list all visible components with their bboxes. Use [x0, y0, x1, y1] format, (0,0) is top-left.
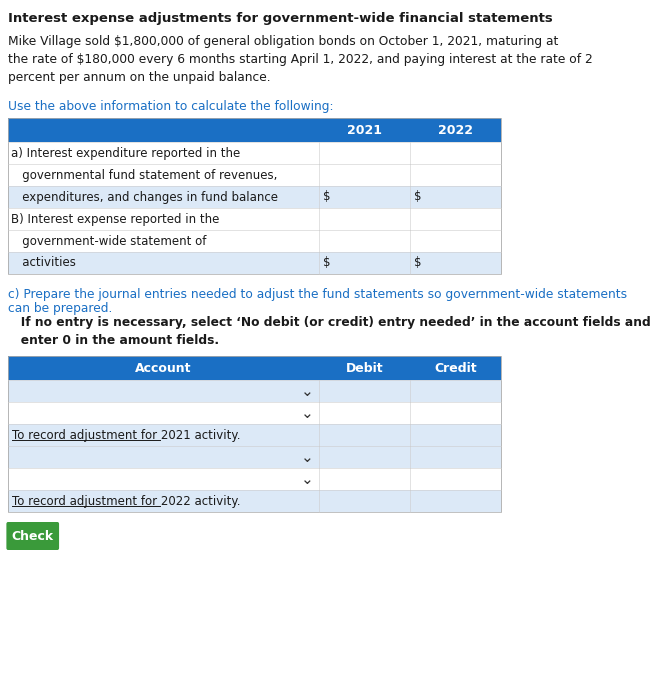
Text: $: $	[414, 191, 422, 204]
Text: governmental fund statement of revenues,: governmental fund statement of revenues,	[11, 168, 278, 181]
FancyBboxPatch shape	[8, 186, 501, 208]
Text: Check: Check	[12, 529, 54, 542]
FancyBboxPatch shape	[8, 468, 501, 490]
Text: To record adjustment for 2021 activity.: To record adjustment for 2021 activity.	[12, 428, 240, 441]
Text: ⌄: ⌄	[301, 384, 314, 399]
Text: B) Interest expense reported in the: B) Interest expense reported in the	[11, 213, 220, 226]
FancyBboxPatch shape	[8, 402, 501, 424]
FancyBboxPatch shape	[8, 424, 501, 446]
Text: $: $	[323, 191, 331, 204]
FancyBboxPatch shape	[8, 446, 501, 468]
Text: Debit: Debit	[346, 362, 384, 375]
Text: $: $	[414, 256, 422, 269]
Text: To record adjustment for 2022 activity.: To record adjustment for 2022 activity.	[12, 495, 240, 508]
FancyBboxPatch shape	[8, 164, 501, 186]
FancyBboxPatch shape	[8, 142, 501, 164]
Text: expenditures, and changes in fund balance: expenditures, and changes in fund balanc…	[11, 191, 278, 204]
Text: If no entry is necessary, select ‘No debit (or credit) entry needed’ in the acco: If no entry is necessary, select ‘No deb…	[8, 316, 651, 347]
Text: ⌄: ⌄	[301, 471, 314, 486]
Text: Use the above information to calculate the following:: Use the above information to calculate t…	[8, 100, 334, 113]
FancyBboxPatch shape	[8, 118, 501, 142]
FancyBboxPatch shape	[7, 522, 59, 550]
Text: 2022: 2022	[438, 124, 474, 137]
Text: 2021: 2021	[347, 124, 382, 137]
Text: Credit: Credit	[434, 362, 477, 375]
Text: ⌄: ⌄	[301, 449, 314, 464]
FancyBboxPatch shape	[8, 380, 501, 402]
FancyBboxPatch shape	[8, 356, 501, 380]
Text: government-wide statement of: government-wide statement of	[11, 235, 206, 248]
Text: Mike Village sold $1,800,000 of general obligation bonds on October 1, 2021, mat: Mike Village sold $1,800,000 of general …	[8, 35, 593, 84]
FancyBboxPatch shape	[8, 208, 501, 230]
FancyBboxPatch shape	[8, 490, 501, 512]
Text: $: $	[323, 256, 331, 269]
Text: c) Prepare the journal entries needed to adjust the fund statements so governmen: c) Prepare the journal entries needed to…	[8, 288, 627, 301]
Text: Interest expense adjustments for government-wide financial statements: Interest expense adjustments for governm…	[8, 12, 553, 25]
Text: activities: activities	[11, 256, 76, 269]
Text: can be prepared.: can be prepared.	[8, 302, 113, 315]
FancyBboxPatch shape	[8, 252, 501, 274]
Text: a) Interest expenditure reported in the: a) Interest expenditure reported in the	[11, 146, 240, 159]
FancyBboxPatch shape	[8, 230, 501, 252]
Text: ⌄: ⌄	[301, 406, 314, 421]
Text: Account: Account	[135, 362, 192, 375]
